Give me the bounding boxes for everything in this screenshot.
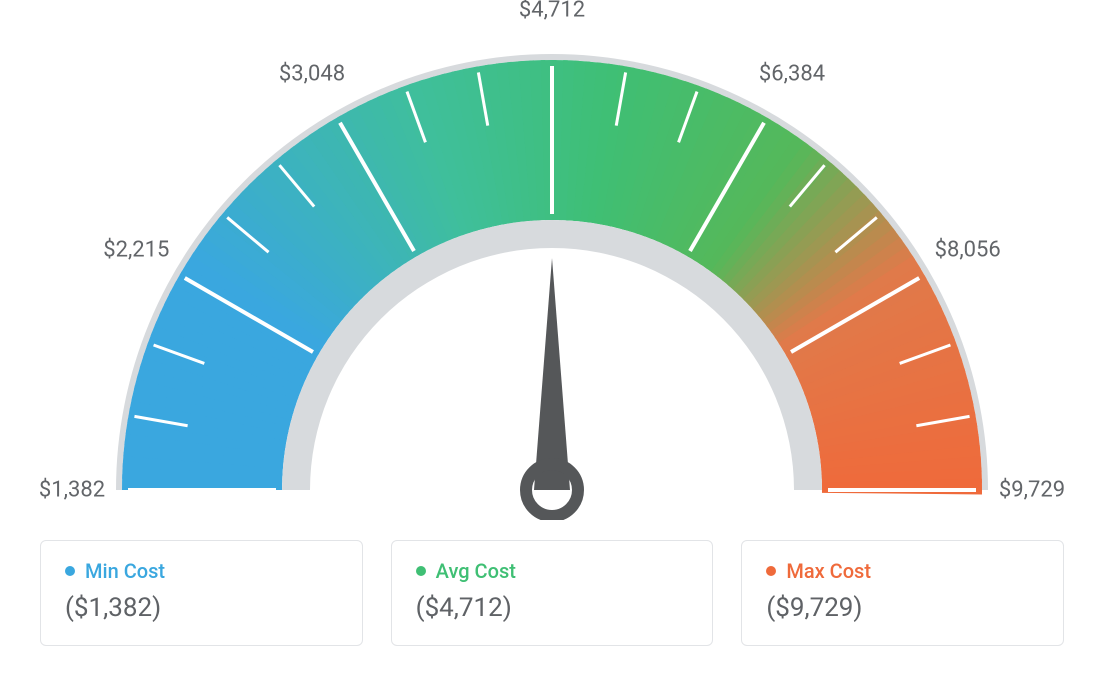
avg-cost-value: ($4,712) (416, 593, 689, 623)
min-dot (65, 566, 75, 576)
gauge-tick-label: $3,048 (279, 62, 345, 87)
avg-cost-card: Avg Cost ($4,712) (391, 540, 714, 646)
max-cost-label: Max Cost (786, 559, 871, 583)
gauge-tick-label: $2,215 (103, 238, 169, 263)
gauge-tick-label: $8,056 (935, 238, 1001, 263)
gauge-tick-label: $1,382 (39, 478, 105, 503)
max-dot (766, 566, 776, 576)
avg-dot (416, 566, 426, 576)
max-cost-value: ($9,729) (766, 593, 1039, 623)
gauge-tick-label: $9,729 (999, 478, 1065, 503)
min-cost-card: Min Cost ($1,382) (40, 540, 363, 646)
max-cost-card: Max Cost ($9,729) (741, 540, 1064, 646)
min-cost-value: ($1,382) (65, 593, 338, 623)
summary-cards: Min Cost ($1,382) Avg Cost ($4,712) Max … (40, 540, 1064, 646)
gauge-tick-label: $6,384 (759, 62, 825, 87)
avg-cost-label: Avg Cost (436, 559, 516, 583)
gauge-svg (40, 20, 1064, 520)
gauge-tick-label: $4,712 (519, 0, 585, 23)
min-cost-label: Min Cost (85, 559, 165, 583)
cost-gauge-chart: $1,382$2,215$3,048$4,712$6,384$8,056$9,7… (40, 20, 1064, 520)
